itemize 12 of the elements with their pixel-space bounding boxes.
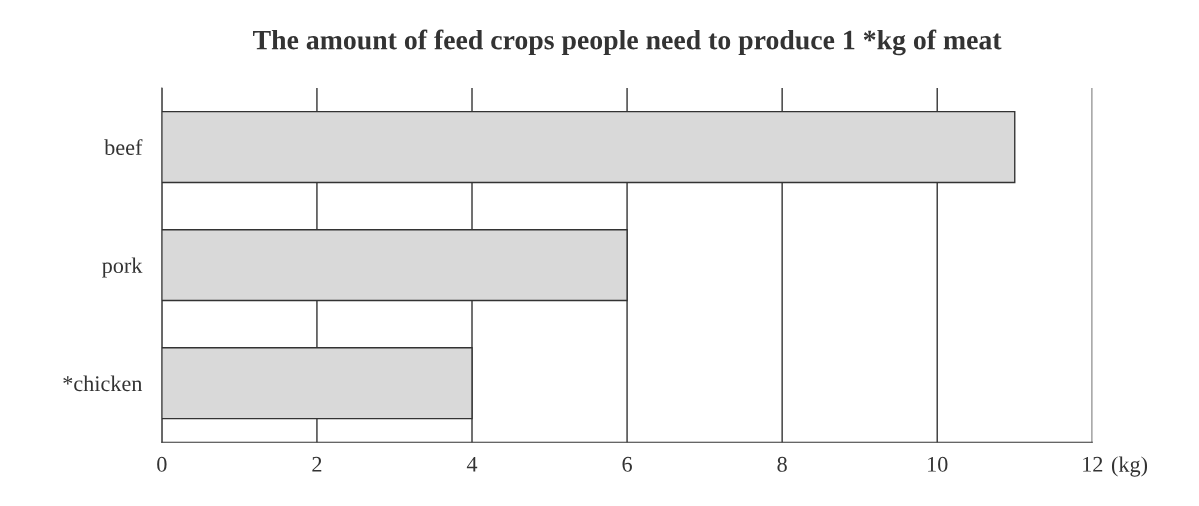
x-tick-label: 12 — [1083, 456, 1103, 472]
y-tick-label: beef — [104, 139, 143, 156]
y-tick-label: pork — [102, 257, 143, 278]
chart-title: The amount of feed crops people need to produce 1 *kg of meat — [253, 29, 1002, 56]
y-tick-label: *chicken — [63, 375, 143, 392]
x-tick-label: 6 — [622, 456, 632, 472]
x-tick-label: 10 — [928, 456, 948, 472]
x-tick-label: 0 — [157, 456, 167, 472]
x-axis-title: (kg) — [1111, 456, 1148, 477]
x-tick-label: 2 — [312, 456, 322, 472]
x-tick-label: 4 — [466, 456, 478, 472]
x-tick-label: 8 — [777, 456, 787, 472]
